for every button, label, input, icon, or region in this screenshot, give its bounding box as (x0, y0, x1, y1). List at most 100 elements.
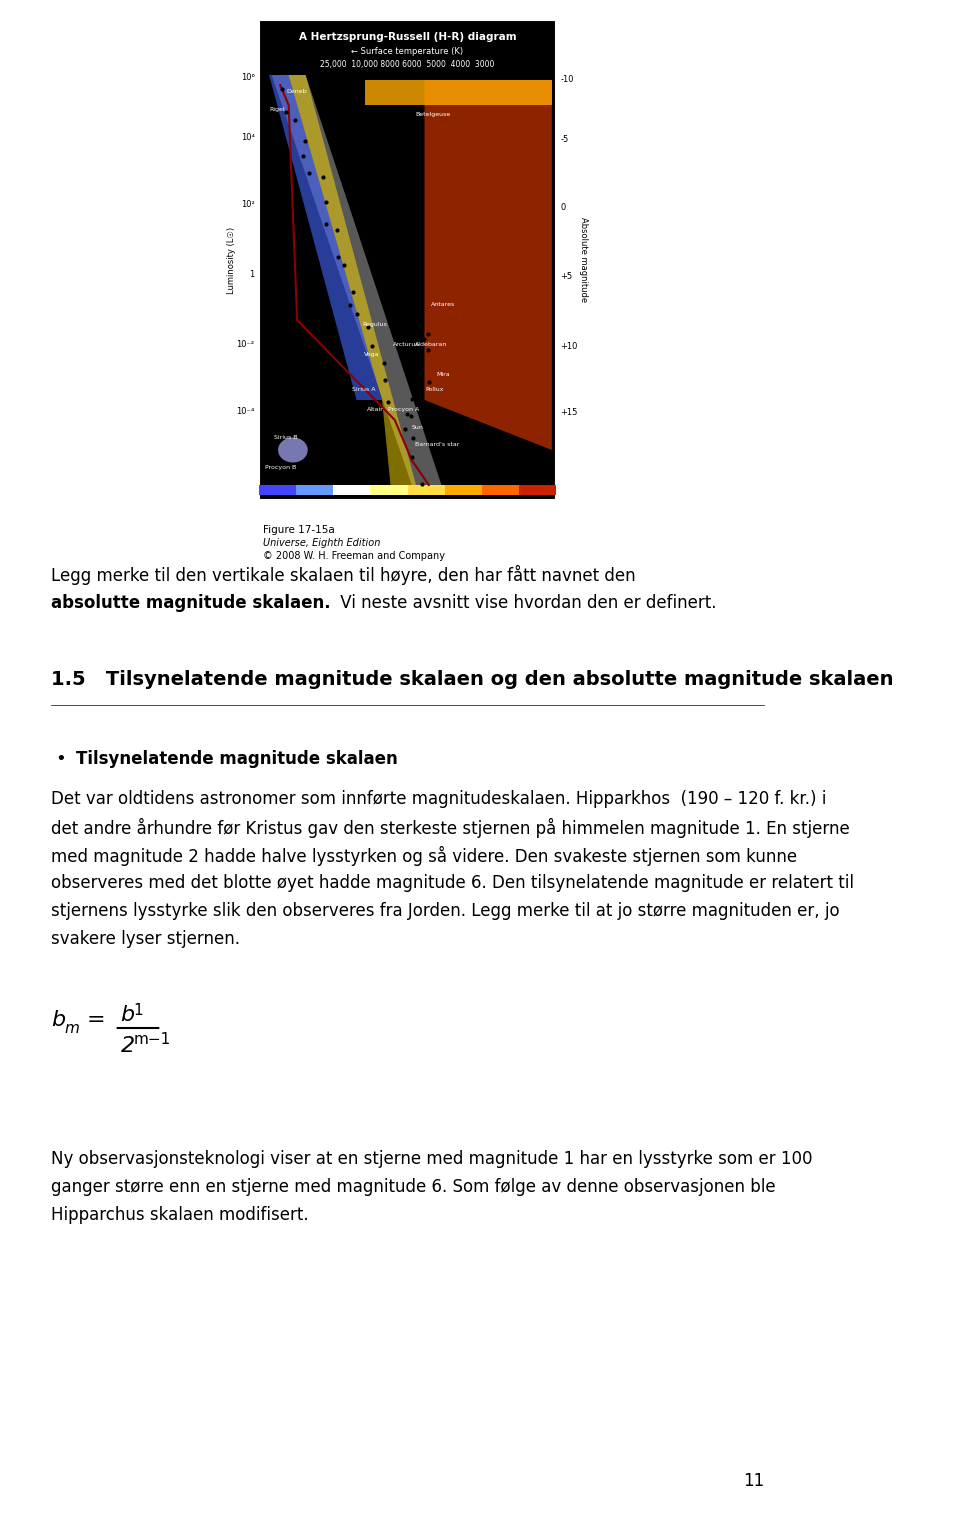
Text: b: b (51, 1010, 65, 1030)
Ellipse shape (278, 437, 308, 462)
Text: stjernens lysstyrke slik den observeres fra Jorden. Legg merke til at jo større : stjernens lysstyrke slik den observeres … (51, 902, 840, 921)
Text: 10⁻²: 10⁻² (236, 340, 254, 349)
Text: =: = (86, 1010, 106, 1030)
Text: M8: M8 (532, 503, 542, 509)
Text: Aldebaran: Aldebaran (415, 342, 447, 348)
Text: 1: 1 (250, 270, 254, 279)
Point (365, 334, 380, 358)
Point (413, 401, 428, 425)
Point (402, 369, 418, 393)
Text: Ny observasjonsteknologi viser at en stjerne med magnitude 1 har en lysstyrke so: Ny observasjonsteknologi viser at en stj… (51, 1150, 812, 1168)
Text: 11: 11 (743, 1472, 764, 1490)
Text: Betelgeuse: Betelgeuse (416, 112, 450, 117)
Text: ← Surface temperature (K): ← Surface temperature (K) (351, 47, 464, 56)
Text: Procyon A: Procyon A (388, 407, 419, 413)
Text: Legg merke til den vertikale skalaen til høyre, den har fått navnet den: Legg merke til den vertikale skalaen til… (51, 565, 641, 585)
Text: Arcturus: Arcturus (393, 342, 420, 348)
Polygon shape (365, 81, 552, 105)
Point (381, 390, 396, 415)
Text: •: • (55, 750, 66, 769)
Text: absolutte magnitude skalaen.: absolutte magnitude skalaen. (51, 594, 330, 612)
Point (405, 425, 420, 450)
Point (296, 143, 311, 167)
Text: Sun: Sun (412, 425, 423, 430)
Text: 10²: 10² (241, 201, 254, 210)
Point (343, 293, 358, 317)
Text: +15: +15 (561, 409, 578, 418)
Point (287, 108, 302, 132)
Point (420, 337, 436, 362)
Bar (259, 20, 556, 500)
Text: svakere lyser stjernen.: svakere lyser stjernen. (51, 930, 240, 948)
Text: Vega: Vega (364, 352, 379, 357)
Bar (371, 485, 407, 495)
Text: med magnitude 2 hadde halve lysstyrken og så videre. Den svakeste stjernen som k: med magnitude 2 hadde halve lysstyrken o… (51, 846, 797, 866)
Text: Regulus: Regulus (363, 322, 388, 328)
Point (301, 161, 317, 185)
Point (397, 418, 413, 442)
Text: Det var oldtidens astronomer som innførte magnitudeskalaen. Hipparkhos  (190 – 1: Det var oldtidens astronomer som innført… (51, 790, 827, 808)
Text: B0: B0 (310, 503, 320, 509)
Point (406, 321, 421, 345)
Point (275, 77, 290, 102)
Point (421, 371, 437, 395)
Text: Universe, Eighth Edition: Universe, Eighth Edition (263, 538, 380, 548)
Text: 1.5   Tilsynelatende magnitude skalaen og den absolutte magnitude skalaen: 1.5 Tilsynelatende magnitude skalaen og … (51, 670, 894, 690)
Polygon shape (269, 74, 382, 399)
Text: Figure 17-15a: Figure 17-15a (263, 526, 335, 535)
Text: +10: +10 (561, 342, 578, 351)
Text: Luminosity (L☉): Luminosity (L☉) (228, 226, 236, 293)
Text: M0: M0 (495, 503, 506, 509)
Bar (259, 485, 296, 495)
Text: F0: F0 (385, 503, 394, 509)
Point (415, 472, 430, 497)
Text: Altair: Altair (367, 407, 384, 413)
Text: Hipparchus skalaen modifisert.: Hipparchus skalaen modifisert. (51, 1206, 308, 1224)
Point (319, 211, 334, 235)
Text: m: m (64, 1021, 80, 1036)
Point (277, 100, 293, 125)
Text: Vi neste avsnitt vise hvordan den er definert.: Vi neste avsnitt vise hvordan den er def… (335, 594, 717, 612)
Text: m−1: m−1 (133, 1031, 171, 1047)
Text: Pollux: Pollux (425, 387, 444, 392)
Text: 2: 2 (121, 1036, 134, 1056)
Text: 1: 1 (133, 1003, 143, 1018)
Bar (482, 485, 519, 495)
Text: det andre århundre før Kristus gav den sterkeste stjernen på himmelen magnitude : det andre århundre før Kristus gav den s… (51, 819, 850, 838)
Text: -5: -5 (561, 135, 568, 144)
Text: +5: +5 (561, 272, 572, 281)
Text: b: b (121, 1006, 134, 1025)
Text: 0: 0 (561, 204, 565, 213)
Point (318, 190, 333, 214)
Point (399, 343, 415, 368)
Text: -10: -10 (561, 76, 574, 85)
Bar (407, 485, 444, 495)
Point (399, 403, 415, 427)
Text: Spectral type: Spectral type (375, 516, 440, 526)
Text: 10⁶: 10⁶ (241, 73, 254, 82)
Text: © 2008 W. H. Freeman and Company: © 2008 W. H. Freeman and Company (263, 551, 445, 561)
Bar (296, 485, 333, 495)
Text: Sirius A: Sirius A (351, 387, 375, 392)
Polygon shape (272, 74, 442, 485)
Text: O5: O5 (273, 503, 282, 509)
Point (420, 322, 436, 346)
Text: 10⁴: 10⁴ (241, 134, 254, 143)
Text: Procyon B: Procyon B (265, 465, 296, 471)
Text: Mira: Mira (437, 372, 450, 378)
Text: Sirius B: Sirius B (275, 436, 298, 441)
Point (297, 129, 312, 153)
Text: 10⁻⁴: 10⁻⁴ (236, 407, 254, 416)
Text: Rigel: Rigel (270, 108, 285, 112)
Point (403, 404, 419, 428)
Polygon shape (424, 81, 552, 450)
Text: A Hertzsprung-Russell (H-R) diagram: A Hertzsprung-Russell (H-R) diagram (299, 32, 516, 43)
Text: 25,000  10,000 8000 6000  5000  4000  3000: 25,000 10,000 8000 6000 5000 4000 3000 (321, 59, 494, 68)
Point (404, 387, 420, 412)
Text: Absolute magnitude: Absolute magnitude (579, 217, 588, 302)
Point (360, 314, 375, 339)
Point (330, 245, 346, 269)
Text: ganger større enn en stjerne med magnitude 6. Som følge av denne observasjonen b: ganger større enn en stjerne med magnitu… (51, 1179, 776, 1195)
Bar (444, 485, 482, 495)
Text: Deneb: Deneb (287, 90, 307, 94)
